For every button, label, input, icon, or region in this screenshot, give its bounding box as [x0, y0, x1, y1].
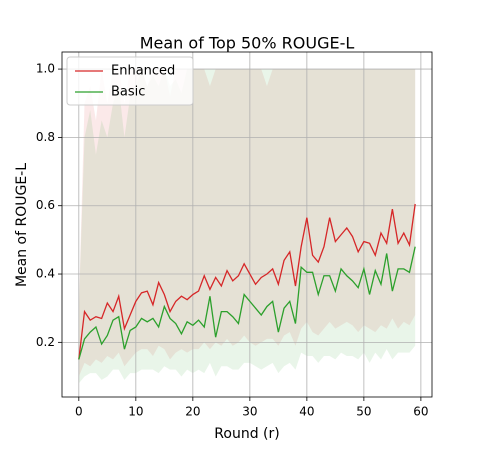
y-tick-label: 0.2: [36, 335, 55, 349]
x-tick-label: 60: [413, 405, 428, 419]
confidence-band: [78, 69, 416, 384]
y-axis-label: Mean of ROUGE-L: [14, 163, 30, 287]
legend: Enhanced Basic: [66, 56, 194, 106]
legend-box: [66, 56, 194, 106]
y-tick-label: 0.8: [36, 130, 55, 144]
plot-frame: [61, 51, 433, 398]
series-line: [78, 246, 416, 360]
y-tick-label: 1.0: [36, 62, 55, 76]
confidence-band: [78, 69, 416, 377]
x-tick-label: 20: [185, 405, 200, 419]
series-line: [78, 203, 416, 360]
x-tick-label: 40: [299, 405, 314, 419]
x-tick-label: 10: [128, 405, 143, 419]
x-tick-label: 30: [242, 405, 257, 419]
x-tick-label: 0: [75, 405, 83, 419]
legend-label: Basic: [111, 85, 145, 100]
x-tick-label: 50: [356, 405, 371, 419]
chart-title: Mean of Top 50% ROUGE-L: [140, 34, 355, 53]
y-tick-label: 0.6: [36, 198, 55, 212]
x-axis-label: Round (r): [214, 426, 279, 442]
legend-label: Enhanced: [111, 64, 175, 79]
y-tick-label: 0.4: [36, 267, 55, 281]
